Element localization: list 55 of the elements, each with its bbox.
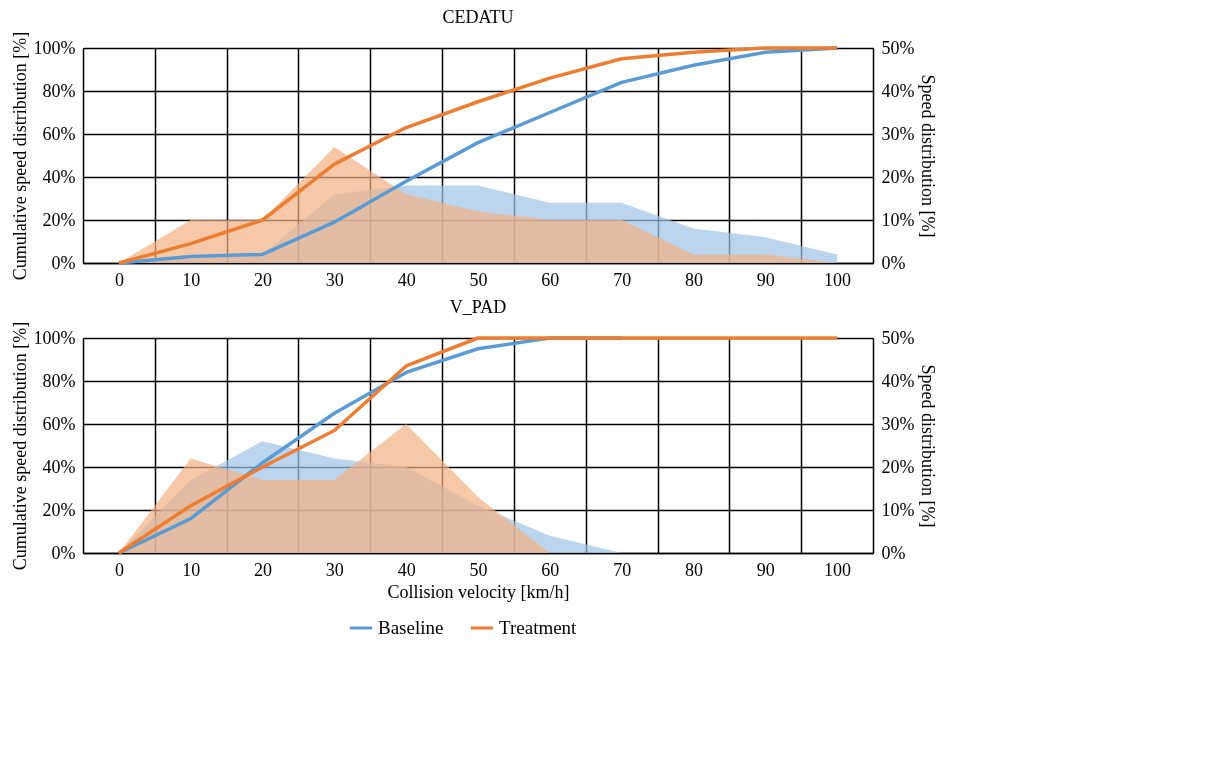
y-tick-label: 60% (42, 123, 76, 144)
y-tick-label: 80% (42, 370, 76, 391)
y2-tick-label: 40% (881, 370, 915, 391)
legend-label: Baseline (378, 617, 444, 638)
x-tick-label: 70 (613, 269, 632, 290)
y2-tick-label: 20% (881, 166, 915, 187)
x-tick-label: 0 (114, 269, 124, 290)
x-tick-label: 20 (254, 269, 273, 290)
x-tick-label: 10 (182, 269, 201, 290)
x-tick-label: 60 (541, 269, 560, 290)
x-tick-label: 50 (469, 559, 488, 580)
x-tick-label: 20 (254, 559, 273, 580)
x-tick-label: 60 (541, 559, 560, 580)
x-tick-label: 90 (756, 559, 775, 580)
y2-tick-label: 0% (881, 252, 906, 273)
y2-tick-label: 50% (881, 327, 915, 348)
y2-tick-label: 10% (881, 209, 915, 230)
x-tick-label: 30 (325, 269, 344, 290)
x-tick-label: 30 (325, 559, 344, 580)
legend-label: Treatment (499, 617, 578, 638)
y2-tick-label: 30% (881, 413, 915, 434)
x-tick-label: 0 (114, 559, 124, 580)
y-axis-title: Cumulative speed distribution [%] (9, 321, 30, 571)
chart-title: CEDATU (442, 7, 514, 28)
y-tick-label: 100% (33, 37, 76, 58)
x-tick-label: 80 (684, 559, 703, 580)
y-tick-label: 0% (51, 252, 76, 273)
x-tick-label: 40 (397, 269, 416, 290)
y-tick-label: 100% (33, 327, 76, 348)
y2-axis-title: Speed distribution [%] (918, 74, 939, 238)
x-tick-label: 70 (613, 559, 632, 580)
x-tick-label: 100 (824, 559, 852, 580)
y2-tick-label: 20% (881, 456, 915, 477)
y2-tick-label: 30% (881, 123, 915, 144)
y2-tick-label: 10% (881, 499, 915, 520)
x-tick-label: 10 (182, 559, 201, 580)
y-tick-label: 0% (51, 542, 76, 563)
y-tick-label: 40% (42, 456, 76, 477)
y-tick-label: 60% (42, 413, 76, 434)
y-tick-label: 40% (42, 166, 76, 187)
x-tick-label: 40 (397, 559, 416, 580)
chart-title: V_PAD (449, 297, 507, 318)
y-tick-label: 20% (42, 209, 76, 230)
y2-axis-title: Speed distribution [%] (918, 364, 939, 528)
x-tick-label: 90 (756, 269, 775, 290)
x-tick-label: 100 (824, 269, 852, 290)
y2-tick-label: 0% (881, 542, 906, 563)
y-tick-label: 80% (42, 80, 76, 101)
x-tick-label: 80 (684, 269, 703, 290)
y2-tick-label: 50% (881, 37, 915, 58)
x-axis-title: Collision velocity [km/h] (387, 581, 570, 602)
y-tick-label: 20% (42, 499, 76, 520)
y-axis-title: Cumulative speed distribution [%] (9, 31, 30, 281)
x-tick-label: 50 (469, 269, 488, 290)
y2-tick-label: 40% (881, 80, 915, 101)
